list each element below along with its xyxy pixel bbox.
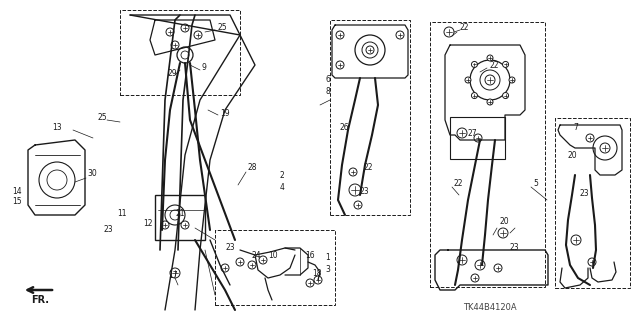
Circle shape: [487, 55, 493, 61]
Circle shape: [600, 143, 610, 153]
Circle shape: [171, 41, 179, 49]
Circle shape: [181, 24, 189, 32]
Circle shape: [194, 31, 202, 39]
Text: 1: 1: [325, 254, 330, 263]
Text: 10: 10: [268, 251, 278, 261]
Text: 23: 23: [225, 243, 235, 253]
Text: 19: 19: [220, 108, 230, 117]
Text: 28: 28: [248, 164, 257, 173]
Text: 23: 23: [580, 189, 589, 197]
Circle shape: [472, 62, 477, 67]
Text: 23: 23: [104, 226, 114, 234]
Text: 6: 6: [325, 76, 330, 85]
Text: 25: 25: [97, 114, 107, 122]
Text: 16: 16: [305, 251, 315, 261]
Text: 21: 21: [175, 209, 184, 218]
Text: 20: 20: [568, 152, 578, 160]
Circle shape: [485, 75, 495, 85]
Circle shape: [498, 228, 508, 238]
Text: 23: 23: [510, 243, 520, 253]
Bar: [450, 117, 505, 159]
Circle shape: [396, 31, 404, 39]
Circle shape: [161, 221, 169, 229]
Circle shape: [336, 61, 344, 69]
Text: 2: 2: [280, 172, 285, 181]
Circle shape: [259, 256, 267, 264]
Text: 7: 7: [573, 123, 578, 132]
Circle shape: [475, 260, 485, 270]
Circle shape: [494, 264, 502, 272]
Text: FR.: FR.: [31, 295, 49, 305]
Text: 23: 23: [360, 188, 370, 197]
Circle shape: [472, 93, 477, 99]
Circle shape: [236, 258, 244, 266]
Text: 29: 29: [168, 69, 178, 78]
Text: 15: 15: [12, 197, 22, 206]
Text: 13: 13: [52, 123, 61, 132]
Text: TK44B4120A: TK44B4120A: [463, 303, 517, 313]
Bar: [155, 195, 205, 240]
Text: 30: 30: [87, 168, 97, 177]
Circle shape: [588, 258, 596, 266]
Text: 26: 26: [340, 123, 349, 132]
Text: 25: 25: [217, 24, 227, 33]
Text: 9: 9: [202, 63, 207, 72]
Text: 27: 27: [468, 129, 477, 137]
Circle shape: [306, 279, 314, 287]
Circle shape: [366, 46, 374, 54]
Text: 3: 3: [325, 265, 330, 275]
Text: 11: 11: [117, 209, 127, 218]
Circle shape: [248, 261, 256, 269]
Text: 20: 20: [500, 218, 509, 226]
Text: 4: 4: [280, 183, 285, 192]
Circle shape: [487, 99, 493, 105]
Text: 24: 24: [252, 251, 262, 261]
Circle shape: [181, 221, 189, 229]
Circle shape: [471, 274, 479, 282]
Circle shape: [336, 31, 344, 39]
Bar: [120, 10, 240, 95]
Circle shape: [166, 28, 174, 36]
Circle shape: [457, 128, 467, 138]
Text: 17: 17: [168, 271, 178, 280]
Circle shape: [170, 268, 180, 278]
Circle shape: [349, 184, 361, 196]
Circle shape: [571, 235, 581, 245]
Text: 22: 22: [454, 179, 463, 188]
Text: 22: 22: [363, 164, 372, 173]
Circle shape: [349, 168, 357, 176]
Circle shape: [457, 255, 467, 265]
Text: 12: 12: [143, 219, 152, 227]
Bar: [330, 20, 410, 215]
Circle shape: [354, 201, 362, 209]
Bar: [430, 22, 545, 287]
Text: 22: 22: [460, 24, 470, 33]
Text: 18: 18: [312, 269, 321, 278]
Circle shape: [509, 77, 515, 83]
Circle shape: [474, 134, 482, 142]
Text: 22: 22: [490, 61, 499, 70]
Text: 8: 8: [325, 87, 330, 97]
Circle shape: [444, 27, 454, 37]
Circle shape: [502, 62, 509, 67]
Circle shape: [586, 134, 594, 142]
Bar: [215, 230, 335, 305]
Text: 14: 14: [12, 188, 22, 197]
Circle shape: [221, 264, 229, 272]
Circle shape: [314, 276, 322, 284]
Circle shape: [465, 77, 471, 83]
Text: 5: 5: [533, 179, 538, 188]
Bar: [555, 118, 630, 288]
Circle shape: [502, 93, 509, 99]
